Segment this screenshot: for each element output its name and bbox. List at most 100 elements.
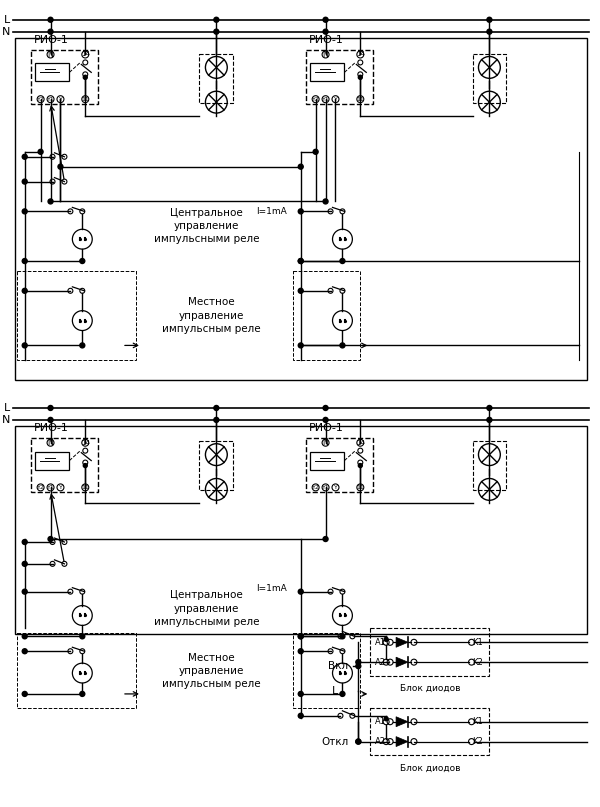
Text: 11: 11 bbox=[82, 485, 89, 490]
Circle shape bbox=[83, 75, 87, 79]
Text: 14: 14 bbox=[356, 52, 365, 57]
Text: Y: Y bbox=[334, 485, 337, 490]
Text: N: N bbox=[1, 415, 10, 424]
Circle shape bbox=[487, 29, 492, 34]
Text: Вкл: Вкл bbox=[328, 661, 349, 671]
Circle shape bbox=[22, 343, 27, 348]
Text: N: N bbox=[1, 27, 10, 36]
Circle shape bbox=[48, 17, 53, 23]
Circle shape bbox=[83, 463, 87, 467]
Text: K1: K1 bbox=[472, 638, 483, 646]
Circle shape bbox=[22, 692, 27, 696]
Text: Y1: Y1 bbox=[47, 485, 55, 490]
Bar bbox=[293, 633, 361, 708]
Text: Центральное
управление
импульсными реле: Центральное управление импульсными реле bbox=[154, 208, 259, 245]
Bar bbox=[199, 53, 233, 103]
Circle shape bbox=[80, 258, 85, 264]
Bar bbox=[293, 271, 361, 360]
Circle shape bbox=[48, 405, 53, 411]
Circle shape bbox=[298, 164, 303, 169]
Bar bbox=[473, 53, 506, 103]
Bar bbox=[310, 64, 344, 82]
Circle shape bbox=[313, 149, 318, 154]
Circle shape bbox=[323, 405, 328, 411]
Circle shape bbox=[358, 75, 362, 79]
Circle shape bbox=[356, 663, 361, 669]
Text: I=1mA: I=1mA bbox=[256, 584, 287, 593]
Circle shape bbox=[298, 288, 303, 293]
Circle shape bbox=[298, 633, 303, 639]
Bar bbox=[35, 64, 70, 82]
Text: Y1: Y1 bbox=[322, 97, 329, 102]
Circle shape bbox=[298, 343, 303, 348]
Text: 11: 11 bbox=[356, 97, 364, 102]
Circle shape bbox=[214, 405, 219, 411]
Circle shape bbox=[214, 417, 219, 422]
Text: A2: A2 bbox=[374, 658, 386, 667]
Circle shape bbox=[340, 258, 345, 264]
Bar bbox=[199, 441, 233, 491]
Text: N: N bbox=[323, 50, 328, 59]
Circle shape bbox=[22, 209, 27, 214]
Text: N: N bbox=[47, 438, 53, 447]
Text: Y: Y bbox=[59, 97, 62, 102]
Text: Y: Y bbox=[334, 97, 337, 102]
Circle shape bbox=[80, 692, 85, 696]
Circle shape bbox=[298, 633, 303, 639]
Circle shape bbox=[80, 343, 85, 348]
Bar bbox=[15, 426, 587, 634]
Bar bbox=[35, 452, 70, 470]
Bar bbox=[31, 437, 98, 492]
Bar bbox=[31, 49, 98, 104]
Circle shape bbox=[487, 417, 492, 422]
Circle shape bbox=[298, 589, 303, 594]
Text: Y: Y bbox=[59, 485, 62, 490]
Circle shape bbox=[22, 258, 27, 264]
Circle shape bbox=[80, 633, 85, 639]
Circle shape bbox=[384, 638, 388, 642]
Circle shape bbox=[323, 17, 328, 23]
Bar bbox=[306, 49, 373, 104]
Text: A2: A2 bbox=[374, 737, 386, 746]
Bar bbox=[370, 708, 490, 755]
Circle shape bbox=[22, 633, 27, 639]
Bar bbox=[306, 437, 373, 492]
Bar bbox=[17, 271, 136, 360]
Circle shape bbox=[48, 199, 53, 204]
Circle shape bbox=[323, 199, 328, 204]
Circle shape bbox=[298, 209, 303, 214]
Bar bbox=[17, 633, 136, 708]
Bar bbox=[370, 629, 490, 676]
Circle shape bbox=[214, 17, 219, 23]
Circle shape bbox=[22, 589, 27, 594]
Polygon shape bbox=[396, 717, 408, 726]
Text: I=1mA: I=1mA bbox=[256, 207, 287, 216]
Circle shape bbox=[323, 537, 328, 541]
Circle shape bbox=[48, 29, 53, 34]
Text: Блок диодов: Блок диодов bbox=[400, 763, 460, 772]
Circle shape bbox=[298, 713, 303, 718]
Text: Местное
управление
импульсным реле: Местное управление импульсным реле bbox=[162, 653, 260, 689]
Circle shape bbox=[323, 417, 328, 422]
Circle shape bbox=[22, 649, 27, 654]
Circle shape bbox=[358, 463, 362, 467]
Text: РИО-1: РИО-1 bbox=[34, 35, 68, 44]
Circle shape bbox=[22, 288, 27, 293]
Text: Откл: Откл bbox=[321, 737, 349, 746]
Polygon shape bbox=[396, 657, 408, 667]
Circle shape bbox=[356, 739, 361, 744]
Circle shape bbox=[214, 29, 219, 34]
Polygon shape bbox=[396, 737, 408, 746]
Text: N: N bbox=[323, 438, 328, 447]
Circle shape bbox=[58, 164, 63, 169]
Circle shape bbox=[340, 633, 345, 639]
Text: Центральное
управление
импульсными реле: Центральное управление импульсными реле bbox=[154, 591, 259, 627]
Text: K2: K2 bbox=[472, 737, 483, 746]
Text: РИО-1: РИО-1 bbox=[308, 423, 344, 433]
Text: РИО-1: РИО-1 bbox=[34, 423, 68, 433]
Circle shape bbox=[22, 540, 27, 545]
Text: K1: K1 bbox=[472, 717, 483, 726]
Text: 11: 11 bbox=[82, 97, 89, 102]
Bar bbox=[15, 38, 587, 380]
Circle shape bbox=[298, 692, 303, 696]
